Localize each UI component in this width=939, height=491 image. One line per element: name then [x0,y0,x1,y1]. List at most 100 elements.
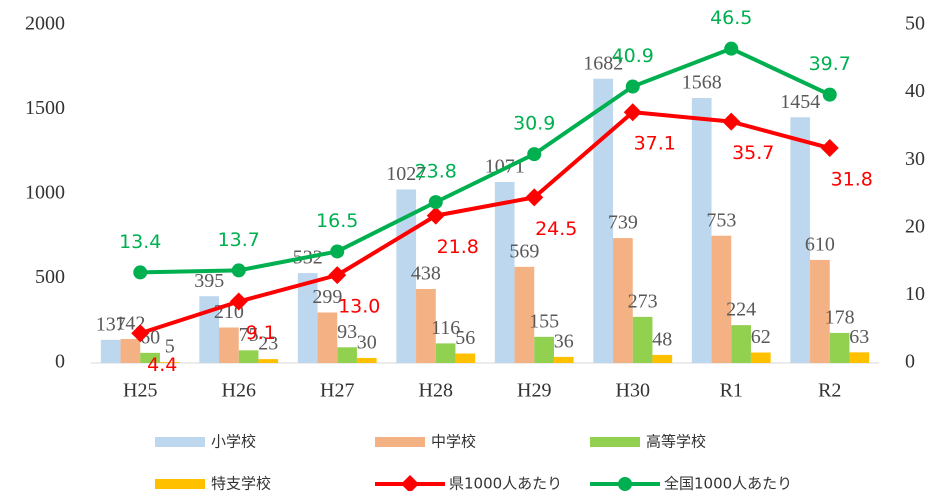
line-marker [328,266,347,285]
bar [514,266,535,363]
bar [356,357,377,363]
line-label: 24.5 [535,218,577,240]
bar-label: 273 [628,290,658,312]
line-label: 21.8 [437,236,479,258]
bar [593,78,614,363]
y2-tick-label: 40 [905,80,925,102]
line-marker [231,263,246,278]
line-marker [131,324,150,343]
bar [691,98,712,364]
legend-label: 特支学校 [211,475,271,491]
line [139,110,831,336]
bar [652,354,673,363]
bar [810,259,830,363]
y2-tick-label: 20 [905,215,925,237]
line-marker [133,265,148,280]
line-marker [722,112,741,131]
bar [613,238,633,363]
bar [632,316,653,363]
legend-swatch [155,437,205,447]
bar [731,325,751,363]
bar [829,332,850,363]
bar-label: 116 [431,317,460,339]
bar [534,336,554,363]
y-tick-label: 500 [35,266,65,288]
line-label: 23.8 [415,161,457,183]
legend-label: 小学校 [211,433,256,451]
x-tick-label: H29 [517,380,551,402]
bar [100,339,121,363]
bar [297,273,318,363]
bar [711,235,732,363]
line-marker [724,41,739,56]
line-label: 30.9 [513,113,555,135]
line-marker [330,244,345,259]
line-label: 13.7 [218,229,260,251]
legend-marker [618,477,632,491]
line-label: 9.1 [246,322,276,344]
bar-label: 23 [258,333,278,355]
x-tick-label: H30 [616,380,650,402]
line-label: 31.8 [831,169,873,191]
x-tick-label: H28 [419,380,453,402]
bar [435,343,456,363]
bar-label: 610 [805,234,835,256]
legend-marker [401,475,419,491]
line [140,46,831,275]
bar [258,359,279,363]
bar-label: 137 [96,313,126,335]
bar-label: 178 [825,307,855,329]
bar-label: 30 [357,332,377,354]
bar-label: 1568 [682,72,722,94]
line-label: 13.0 [338,296,380,318]
legend-swatch [375,437,425,447]
legend-label: 県1000人あたり [449,475,562,491]
bar [553,356,574,363]
line-marker [527,147,542,162]
legend-label: 中学校 [431,433,476,451]
bar [750,352,771,363]
bar-label: 739 [608,212,638,234]
bar-label: 36 [554,331,574,353]
y2-tick-label: 10 [905,283,925,305]
line-label: 39.7 [809,53,851,75]
bar-label: 155 [529,310,559,332]
bar [494,182,515,363]
bar-label: 753 [706,209,736,231]
line-marker [623,103,642,122]
y2-tick-label: 50 [905,13,925,35]
bar-label: 62 [751,326,771,348]
x-tick-label: H27 [320,380,354,402]
bar-label: 48 [652,328,672,350]
bar [238,350,259,363]
bar-label: 224 [726,299,756,321]
legend-label: 高等学校 [646,433,706,451]
bar-label: 299 [312,286,342,308]
x-tick-label: R2 [818,380,841,402]
bar-label: 63 [849,326,869,348]
bar-label: 438 [411,263,441,285]
line-marker [625,79,640,94]
bar-label: 5 [165,336,175,358]
bar-label: 75 [239,324,259,346]
line-label: 16.5 [316,210,358,232]
bar [849,352,870,363]
y-tick-label: 2000 [25,13,65,35]
line-label: 37.1 [634,133,676,155]
line-label: 46.5 [710,7,752,29]
bar [219,327,239,363]
y2-tick-label: 30 [905,148,925,170]
bar [416,288,436,363]
x-tick-label: H26 [222,380,256,402]
line-label: 13.4 [119,231,161,253]
x-tick-label: R1 [720,380,743,402]
bar-label: 569 [509,240,539,262]
bar [790,117,811,363]
bar [337,347,357,363]
bar-label: 1027 [386,163,426,185]
line-marker [229,292,248,311]
x-tick-label: H25 [123,380,157,402]
bar [140,352,160,363]
bar-label: 1454 [780,91,820,113]
legend-swatch [155,479,205,489]
